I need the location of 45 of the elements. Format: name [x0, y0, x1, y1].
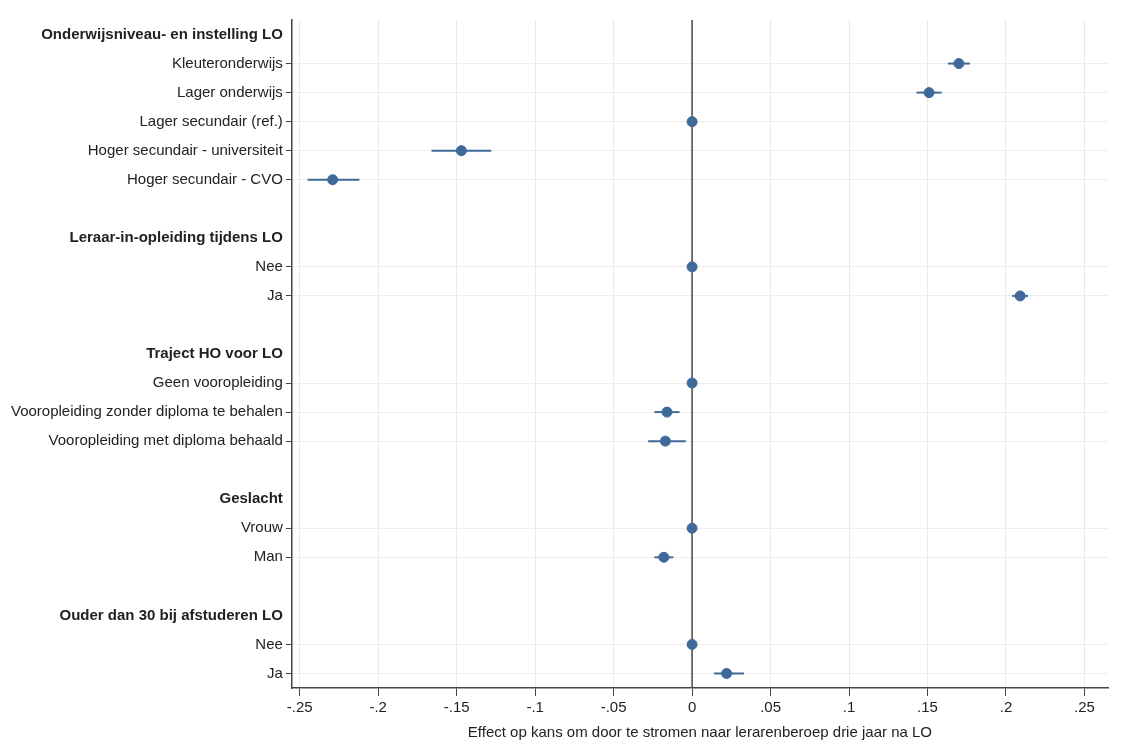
y-tick-label: Lager secundair (ref.) [139, 111, 283, 129]
y-tick-label: Man [253, 547, 283, 565]
y-tick-label: Ja [267, 663, 284, 681]
y-tick-label: Vooropleiding met diploma behaald [48, 431, 283, 449]
point [721, 667, 733, 679]
x-tick-label: .2 [999, 698, 1013, 716]
y-tick-label: Geen vooropleiding [152, 373, 283, 391]
point [686, 522, 698, 534]
x-tick-label: .15 [917, 698, 938, 716]
y-tick-label: Hoger secundair - CVO [126, 169, 283, 187]
x-axis-title: Effect op kans om door te stromen naar lerarenberoep drie jaar na LO [467, 723, 933, 741]
x-tick-label: -.15 [443, 698, 470, 716]
y-tick-label: Onderwijsniveau- en instelling LO [41, 24, 284, 42]
y-tick-label: Hoger secundair - universiteit [87, 140, 284, 158]
point [686, 377, 698, 389]
x-tick-label: 0 [687, 698, 697, 716]
y-tick-label: Nee [255, 257, 283, 275]
point [686, 261, 698, 273]
point [659, 435, 671, 447]
x-tick-label: -.25 [286, 698, 313, 716]
x-tick-label: .05 [760, 698, 781, 716]
point [661, 406, 673, 418]
y-tick-label: Vrouw [240, 518, 284, 536]
y-tick-label: Leraar-in-opleiding tijdens LO [69, 227, 284, 245]
y-tick-label: Ouder dan 30 bij afstuderen LO [59, 605, 284, 623]
y-tick-label: Nee [255, 634, 283, 652]
point [327, 174, 339, 186]
y-tick-label: Vooropleiding zonder diploma te behalen [10, 402, 283, 420]
point [953, 58, 965, 70]
point [658, 551, 670, 563]
point [923, 87, 935, 99]
x-tick-label: -.1 [526, 698, 544, 716]
point [686, 116, 698, 128]
y-tick-label: Geslacht [219, 489, 283, 507]
y-tick-label: Ja [267, 286, 284, 304]
y-tick-label: Traject HO voor LO [146, 344, 284, 362]
point [686, 638, 698, 650]
x-tick-label: -.05 [600, 698, 627, 716]
y-tick-label: Kleuteronderwijs [171, 53, 283, 71]
point [1014, 290, 1026, 302]
y-tick-label: Lager onderwijs [176, 82, 283, 100]
x-tick-label: -.2 [369, 698, 387, 716]
x-tick-label: .25 [1074, 698, 1095, 716]
x-tick-label: .1 [842, 698, 856, 716]
point [455, 145, 467, 157]
